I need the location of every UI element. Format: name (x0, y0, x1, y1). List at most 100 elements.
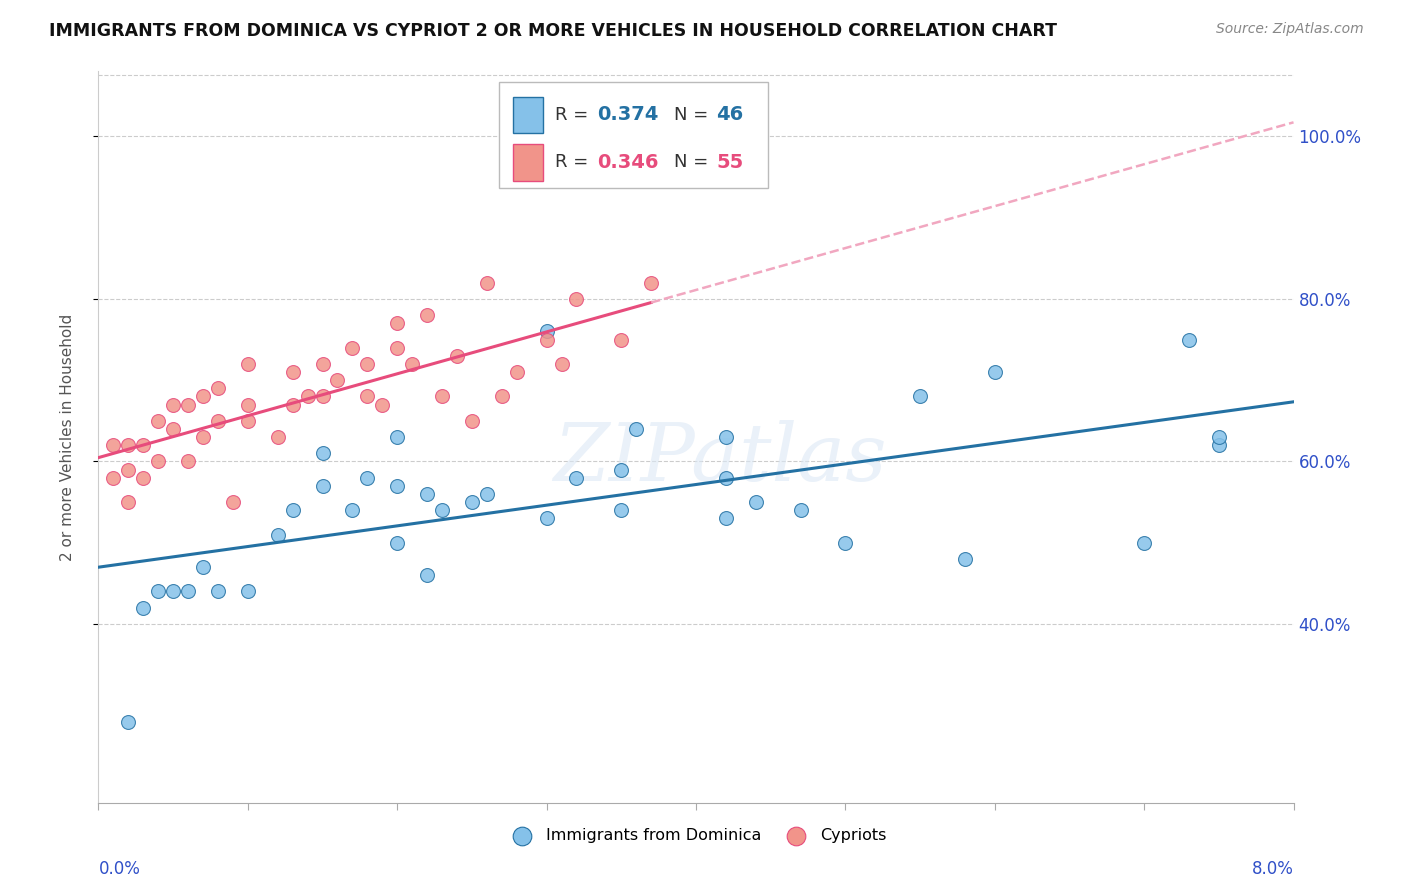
Point (281, 365, 304, 379)
FancyBboxPatch shape (513, 145, 543, 181)
Point (789, 503, 811, 517)
Point (416, 568, 439, 582)
Point (148, 584, 170, 599)
Text: IMMIGRANTS FROM DOMINICA VS CYPRIOT 2 OR MORE VEHICLES IN HOUSEHOLD CORRELATION : IMMIGRANTS FROM DOMINICA VS CYPRIOT 2 OR… (49, 22, 1057, 40)
Point (461, 495, 484, 509)
Point (416, 308, 439, 322)
Point (430, 503, 453, 517)
Point (297, 389, 319, 403)
Point (148, 414, 170, 428)
Point (356, 471, 378, 485)
Point (191, 389, 214, 403)
Point (103, 471, 125, 485)
Text: 46: 46 (716, 105, 744, 124)
Point (236, 584, 259, 599)
Point (162, 422, 184, 436)
Point (191, 430, 214, 444)
Point (475, 487, 498, 501)
Point (536, 511, 558, 525)
Point (1208, 430, 1230, 444)
Point (834, 535, 856, 549)
Point (1178, 333, 1201, 347)
Point (326, 373, 349, 387)
FancyBboxPatch shape (499, 82, 768, 188)
Point (117, 462, 139, 476)
Point (714, 471, 737, 485)
Point (491, 389, 513, 403)
Text: 0.374: 0.374 (596, 105, 658, 124)
Point (117, 714, 139, 729)
Text: ZIPatlas: ZIPatlas (553, 420, 887, 498)
Point (207, 584, 229, 599)
Point (385, 535, 409, 549)
Point (132, 438, 155, 452)
Point (401, 357, 423, 371)
Point (550, 357, 572, 371)
Point (385, 316, 409, 330)
Point (207, 381, 229, 395)
Point (626, 422, 648, 436)
Text: 55: 55 (716, 153, 744, 172)
Point (148, 454, 170, 468)
Point (311, 389, 333, 403)
Point (191, 560, 214, 574)
Point (356, 389, 378, 403)
Point (610, 333, 633, 347)
Text: 0.346: 0.346 (596, 153, 658, 172)
Point (281, 503, 304, 517)
Point (745, 495, 768, 509)
Point (281, 398, 304, 412)
Point (385, 479, 409, 493)
Point (177, 454, 200, 468)
Point (132, 471, 155, 485)
Point (953, 552, 976, 566)
Point (536, 325, 558, 339)
Text: Source: ZipAtlas.com: Source: ZipAtlas.com (1216, 22, 1364, 37)
Point (117, 438, 139, 452)
Point (714, 430, 737, 444)
Point (610, 462, 633, 476)
Point (536, 333, 558, 347)
Point (461, 414, 484, 428)
Point (475, 276, 498, 290)
Point (1133, 535, 1156, 549)
Point (177, 584, 200, 599)
Point (984, 365, 1007, 379)
Legend: Immigrants from Dominica, Cypriots: Immigrants from Dominica, Cypriots (499, 822, 893, 850)
Point (117, 495, 139, 509)
Point (446, 349, 468, 363)
Point (311, 446, 333, 460)
Point (430, 389, 453, 403)
Point (908, 389, 931, 403)
Point (236, 414, 259, 428)
Point (385, 430, 409, 444)
Point (610, 503, 633, 517)
Point (342, 341, 364, 355)
Point (356, 357, 378, 371)
Point (416, 487, 439, 501)
Point (565, 471, 588, 485)
Point (222, 495, 245, 509)
Y-axis label: 2 or more Vehicles in Household: 2 or more Vehicles in Household (60, 313, 75, 561)
Point (103, 438, 125, 452)
Point (311, 479, 333, 493)
Text: N =: N = (675, 106, 714, 124)
Point (371, 398, 394, 412)
FancyBboxPatch shape (513, 96, 543, 133)
Point (132, 600, 155, 615)
Point (267, 430, 290, 444)
Point (311, 357, 333, 371)
Text: R =: R = (555, 153, 593, 171)
Point (640, 276, 662, 290)
Point (565, 292, 588, 306)
Point (177, 398, 200, 412)
Text: N =: N = (675, 153, 714, 171)
Text: 8.0%: 8.0% (1251, 860, 1294, 878)
Point (342, 503, 364, 517)
Point (506, 365, 529, 379)
Point (714, 511, 737, 525)
Point (162, 398, 184, 412)
Point (236, 357, 259, 371)
Point (1208, 438, 1230, 452)
Point (385, 341, 409, 355)
